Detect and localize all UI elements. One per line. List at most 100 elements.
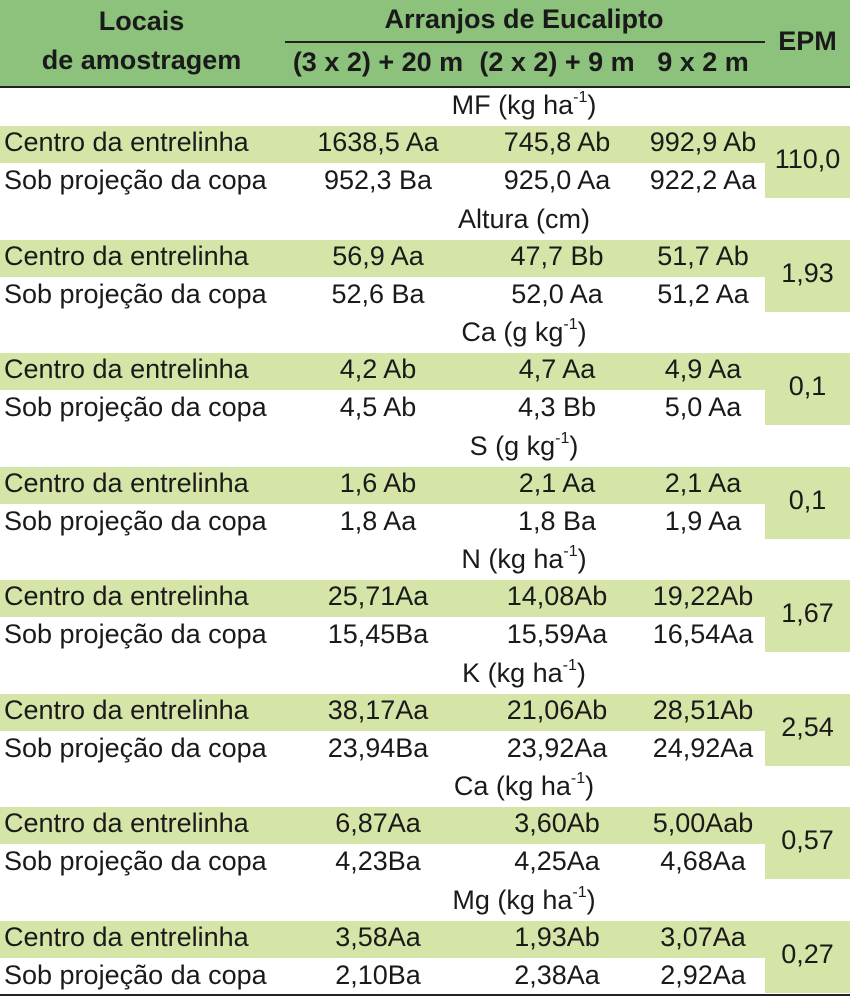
epm-highlight — [765, 580, 850, 652]
row-value-9x2: 24,92Aa — [652, 732, 754, 763]
epm-value: 0,27 — [781, 938, 834, 969]
row-value-2x2: 47,7 Bb — [510, 240, 604, 271]
section-label-close: ) — [587, 90, 597, 120]
section-label-close: ) — [576, 657, 586, 688]
section-label-close: ) — [585, 771, 595, 801]
row-value-2x2: 4,3 Bb — [517, 392, 597, 422]
epm-value: 1,67 — [781, 598, 834, 628]
header-epm: EPM — [778, 26, 837, 56]
row-value-3x2: 3,58Aa — [335, 921, 421, 952]
row-value-3x2: 38,17Aa — [327, 694, 429, 725]
table-bottom-rule — [0, 994, 850, 996]
row-value-3x2: 4,23Ba — [335, 846, 421, 876]
row-value-2x2: 4,25Aa — [514, 846, 600, 876]
row-value-2x2: 4,7 Aa — [518, 354, 596, 384]
section-label: Mg (kg ha-1) — [283, 883, 765, 916]
row-local: Centro da entrelinha — [4, 354, 249, 384]
section-label-close: ) — [577, 544, 587, 574]
section-label-text: Ca (g kg — [461, 317, 564, 347]
section-label-close: ) — [586, 884, 596, 915]
row-value-9x2: 51,2 Aa — [657, 278, 749, 309]
row-highlight — [0, 807, 765, 844]
header-col-3x2: (3 x 2) + 20 m — [292, 47, 464, 77]
epm-highlight — [765, 126, 850, 198]
row-local: Centro da entrelinha — [4, 467, 249, 498]
row-value-2x2: 52,0 Aa — [511, 278, 603, 309]
row-value-9x2: 51,7 Ab — [657, 240, 749, 271]
epm-highlight — [765, 920, 850, 993]
row-local: Centro da entrelinha — [4, 127, 249, 157]
section-label-text: Ca (kg ha — [453, 771, 571, 801]
row-highlight — [0, 580, 765, 617]
section-label: S (g kg-1) — [283, 429, 765, 462]
row-value-9x2: 4,9 Aa — [664, 354, 742, 384]
row-local: Sob projeção da copa — [4, 165, 267, 195]
row-value-3x2: 15,45Ba — [327, 619, 429, 649]
row-value-9x2: 5,00Aab — [652, 808, 754, 838]
epm-highlight — [765, 466, 850, 539]
row-local: Centro da entrelinha — [4, 240, 249, 271]
row-local: Sob projeção da copa — [4, 278, 267, 309]
header-col-9x2: 9 x 2 m — [657, 47, 749, 77]
section-label-close: ) — [569, 430, 579, 461]
row-value-9x2: 2,92Aa — [660, 959, 746, 990]
row-value-9x2: 5,0 Aa — [664, 392, 742, 422]
row-value-9x2: 2,1 Aa — [664, 467, 742, 498]
row-value-2x2: 1,8 Ba — [517, 505, 597, 536]
section-label: K (kg ha-1) — [283, 656, 765, 689]
row-local: Sob projeção da copa — [4, 505, 267, 536]
header-band: Locais de amostragem Arranjos de Eucalip… — [0, 0, 850, 86]
header-arranjos: Arranjos de Eucalipto — [384, 4, 664, 34]
row-highlight — [0, 466, 765, 504]
row-value-3x2: 2,10Ba — [335, 959, 421, 990]
row-value-3x2: 25,71Aa — [327, 581, 429, 611]
epm-highlight — [765, 807, 850, 879]
row-value-9x2: 28,51Ab — [652, 694, 754, 725]
row-value-3x2: 1,8 Aa — [339, 505, 417, 536]
section-label-exponent: -1 — [570, 770, 586, 787]
row-highlight — [0, 126, 765, 163]
row-value-9x2: 19,22Ab — [652, 581, 754, 611]
epm-value: 0,1 — [788, 484, 827, 515]
row-value-3x2: 23,94Ba — [327, 732, 429, 763]
section-label-text: MF (kg ha — [451, 90, 574, 120]
section-label-text: Altura (cm) — [457, 203, 590, 234]
row-value-3x2: 56,9 Aa — [332, 240, 424, 271]
section-label-exponent: -1 — [555, 429, 570, 447]
row-value-2x2: 2,38Aa — [514, 959, 600, 990]
row-local: Centro da entrelinha — [4, 694, 249, 725]
section-label: Altura (cm) — [283, 204, 765, 235]
section-label-text: S (g kg — [469, 430, 556, 461]
row-local: Centro da entrelinha — [4, 581, 249, 611]
section-label-exponent: -1 — [573, 89, 588, 106]
row-value-2x2: 23,92Aa — [506, 732, 608, 763]
section-label-exponent: -1 — [562, 656, 577, 674]
row-value-9x2: 16,54Aa — [652, 619, 754, 649]
row-value-2x2: 15,59Aa — [506, 619, 608, 649]
row-local: Sob projeção da copa — [4, 619, 267, 649]
section-label-exponent: -1 — [563, 316, 578, 333]
row-value-2x2: 2,1 Aa — [518, 467, 596, 498]
row-value-3x2: 1638,5 Aa — [317, 127, 439, 157]
row-local: Sob projeção da copa — [4, 392, 267, 422]
row-value-3x2: 952,3 Ba — [323, 165, 433, 195]
row-highlight — [0, 920, 765, 958]
section-label: N (kg ha-1) — [283, 544, 765, 575]
row-local: Sob projeção da copa — [4, 959, 267, 990]
row-value-2x2: 925,0 Aa — [503, 165, 611, 195]
epm-value: 0,1 — [788, 371, 827, 401]
header-arranjos-rule — [285, 41, 765, 43]
epm-highlight — [765, 693, 850, 766]
row-local: Sob projeção da copa — [4, 732, 267, 763]
epm-value: 110,0 — [774, 144, 841, 174]
epm-value: 0,57 — [781, 825, 834, 855]
header-bottom-rule — [0, 86, 850, 88]
section-label-exponent: -1 — [572, 883, 587, 901]
row-local: Centro da entrelinha — [4, 921, 249, 952]
section-label-close: ) — [577, 317, 587, 347]
row-value-3x2: 52,6 Ba — [331, 278, 425, 309]
row-value-2x2: 21,06Ab — [506, 694, 608, 725]
row-value-9x2: 4,68Aa — [660, 846, 746, 876]
row-highlight — [0, 239, 765, 277]
